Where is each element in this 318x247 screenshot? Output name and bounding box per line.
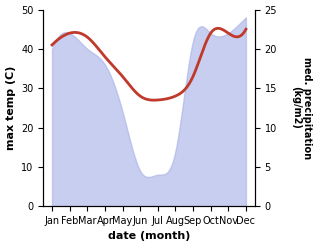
Y-axis label: max temp (C): max temp (C) (5, 66, 16, 150)
X-axis label: date (month): date (month) (108, 231, 190, 242)
Y-axis label: med. precipitation
(kg/m2): med. precipitation (kg/m2) (291, 57, 313, 159)
